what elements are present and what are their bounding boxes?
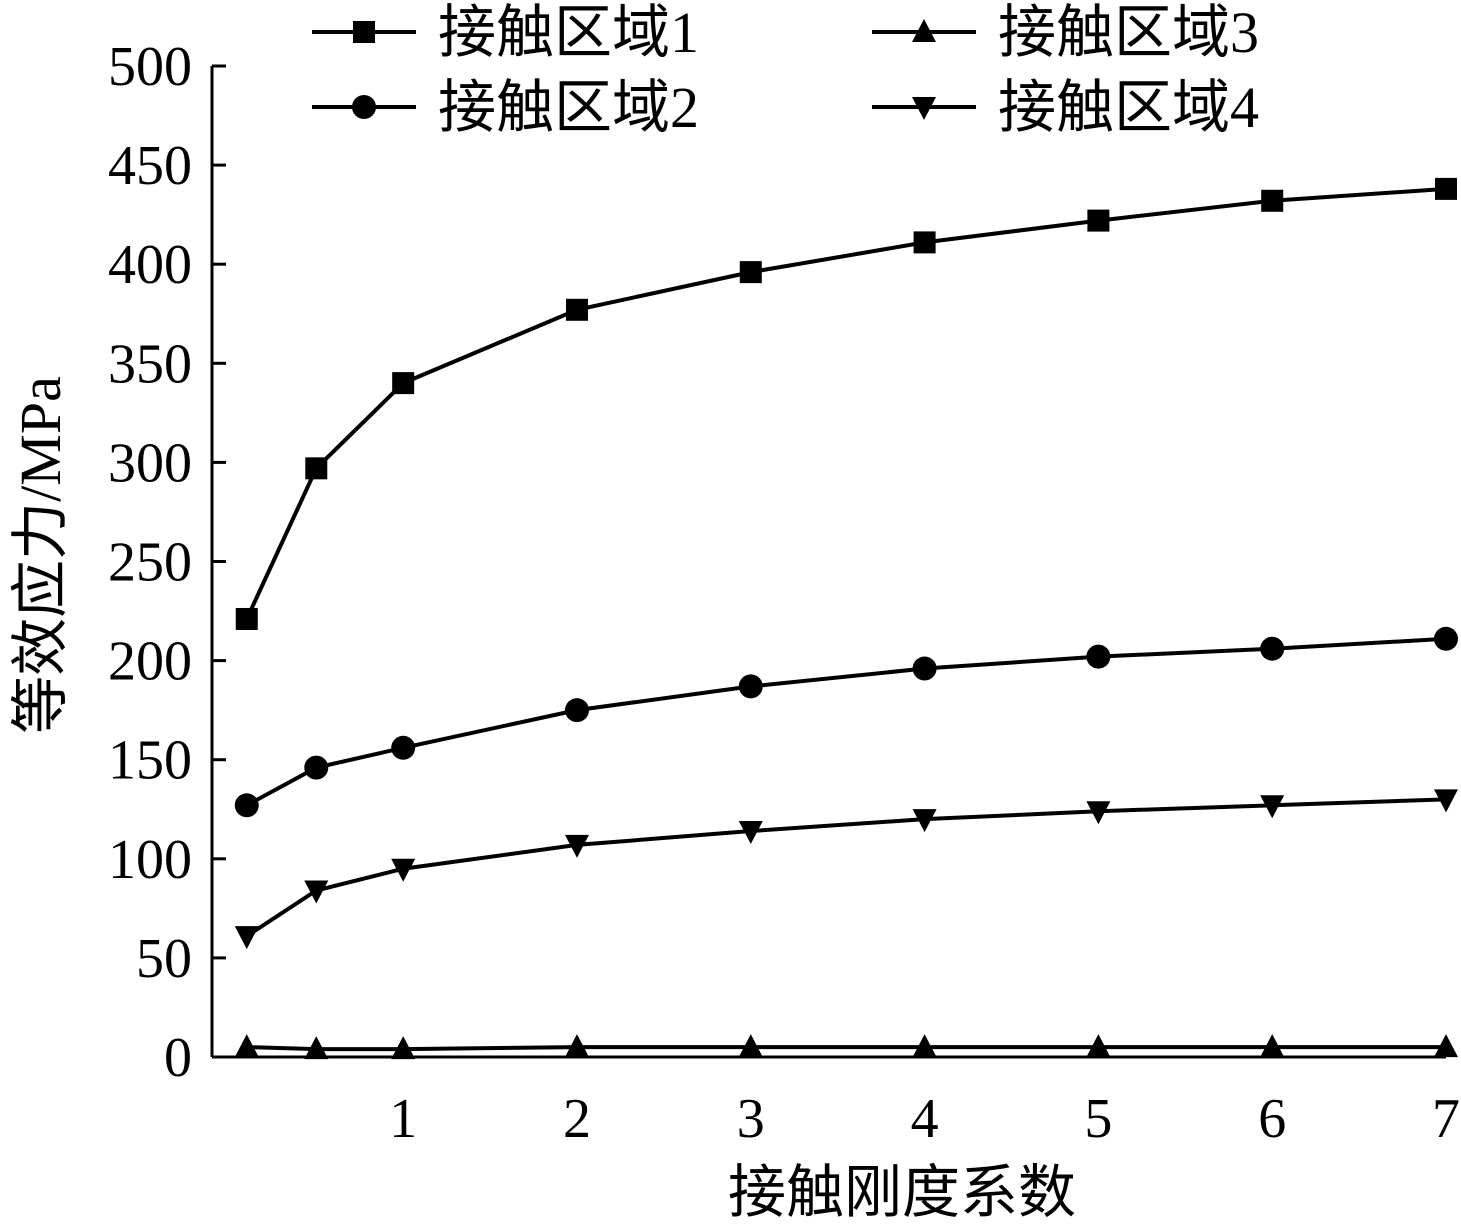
data-point: [738, 1034, 763, 1058]
y-tick-label: 100: [108, 829, 192, 891]
y-axis-label: 等效应力/MPa: [8, 376, 73, 734]
plot-area: [234, 177, 1458, 1060]
data-point: [738, 674, 763, 699]
data-point: [1086, 644, 1111, 669]
legend-label: 接触区域2: [438, 75, 699, 140]
series-1: [235, 177, 1457, 630]
legend-marker: [912, 97, 936, 120]
y-tick-label: 200: [108, 631, 192, 693]
data-point: [234, 926, 259, 950]
data-point: [304, 880, 329, 904]
data-point: [391, 858, 416, 882]
data-point: [739, 261, 762, 284]
legend: 接触区域1 接触区域2 接触区域3 接触区域4: [312, 0, 1259, 140]
data-point: [564, 834, 589, 858]
data-point: [1434, 789, 1458, 813]
y-tick-label: 300: [108, 432, 192, 494]
legend-item: 接触区域1: [312, 0, 699, 65]
x-ticks: 1 2 3 4 5 6 7: [389, 1043, 1460, 1150]
y-ticks: 0 50 100 150 200 250 300 350 400 450 500: [108, 36, 226, 1089]
data-point: [234, 793, 259, 818]
legend-marker: [353, 21, 375, 43]
data-point: [738, 821, 763, 845]
legend-label: 接触区域1: [438, 0, 699, 65]
x-tick-label: 1: [389, 1088, 417, 1150]
data-point: [1260, 1034, 1285, 1058]
data-point: [234, 1034, 259, 1058]
y-tick-label: 400: [108, 234, 192, 296]
data-point: [392, 372, 415, 395]
series-line: [245, 797, 1447, 938]
axes: 0 50 100 150 200 250 300 350 400 450 500 1 2 3 4 5 6 7: [108, 36, 1460, 1150]
data-point: [1086, 1034, 1111, 1058]
data-point: [1260, 795, 1285, 819]
y-tick-label: 250: [108, 532, 192, 594]
x-axis-label: 接触刚度系数: [728, 1160, 1076, 1225]
y-tick-label: 450: [108, 135, 192, 197]
data-point: [912, 1034, 937, 1058]
data-point: [304, 755, 329, 780]
x-tick-label: 4: [911, 1088, 939, 1150]
data-point: [1434, 626, 1458, 651]
legend-item: 接触区域3: [872, 0, 1259, 65]
y-tick-label: 350: [108, 333, 192, 395]
legend-item: 接触区域4: [872, 75, 1259, 140]
series-line: [245, 636, 1447, 808]
series-4: [234, 789, 1458, 950]
data-point: [564, 1034, 589, 1058]
x-tick-label: 5: [1084, 1088, 1112, 1150]
y-tick-label: 150: [108, 730, 192, 792]
data-point: [1435, 177, 1457, 200]
data-point: [1434, 1034, 1458, 1058]
series-line: [244, 186, 1447, 620]
data-point: [1087, 209, 1110, 232]
legend-label: 接触区域3: [998, 0, 1259, 65]
x-tick-label: 3: [737, 1088, 765, 1150]
data-point: [304, 1036, 329, 1060]
series-3: [234, 1034, 1458, 1060]
y-tick-label: 500: [108, 36, 192, 98]
data-point: [565, 298, 588, 321]
data-point: [912, 809, 937, 833]
y-tick-label: 0: [164, 1027, 192, 1089]
data-point: [391, 735, 416, 760]
data-point: [391, 1036, 416, 1060]
y-tick-label: 50: [136, 928, 192, 990]
legend-label: 接触区域4: [998, 75, 1259, 140]
x-tick-label: 2: [563, 1088, 591, 1150]
legend-item: 接触区域2: [312, 75, 699, 140]
data-point: [1260, 636, 1285, 661]
data-point: [913, 231, 936, 254]
data-point: [235, 607, 258, 630]
data-point: [305, 457, 328, 480]
data-point: [912, 656, 937, 681]
data-point: [564, 698, 589, 723]
data-point: [1261, 189, 1284, 212]
series-2: [234, 626, 1458, 818]
x-tick-label: 6: [1258, 1088, 1286, 1150]
legend-marker: [912, 19, 936, 42]
legend-marker: [352, 95, 376, 119]
x-tick-label: 7: [1432, 1088, 1460, 1150]
data-point: [1086, 801, 1111, 825]
